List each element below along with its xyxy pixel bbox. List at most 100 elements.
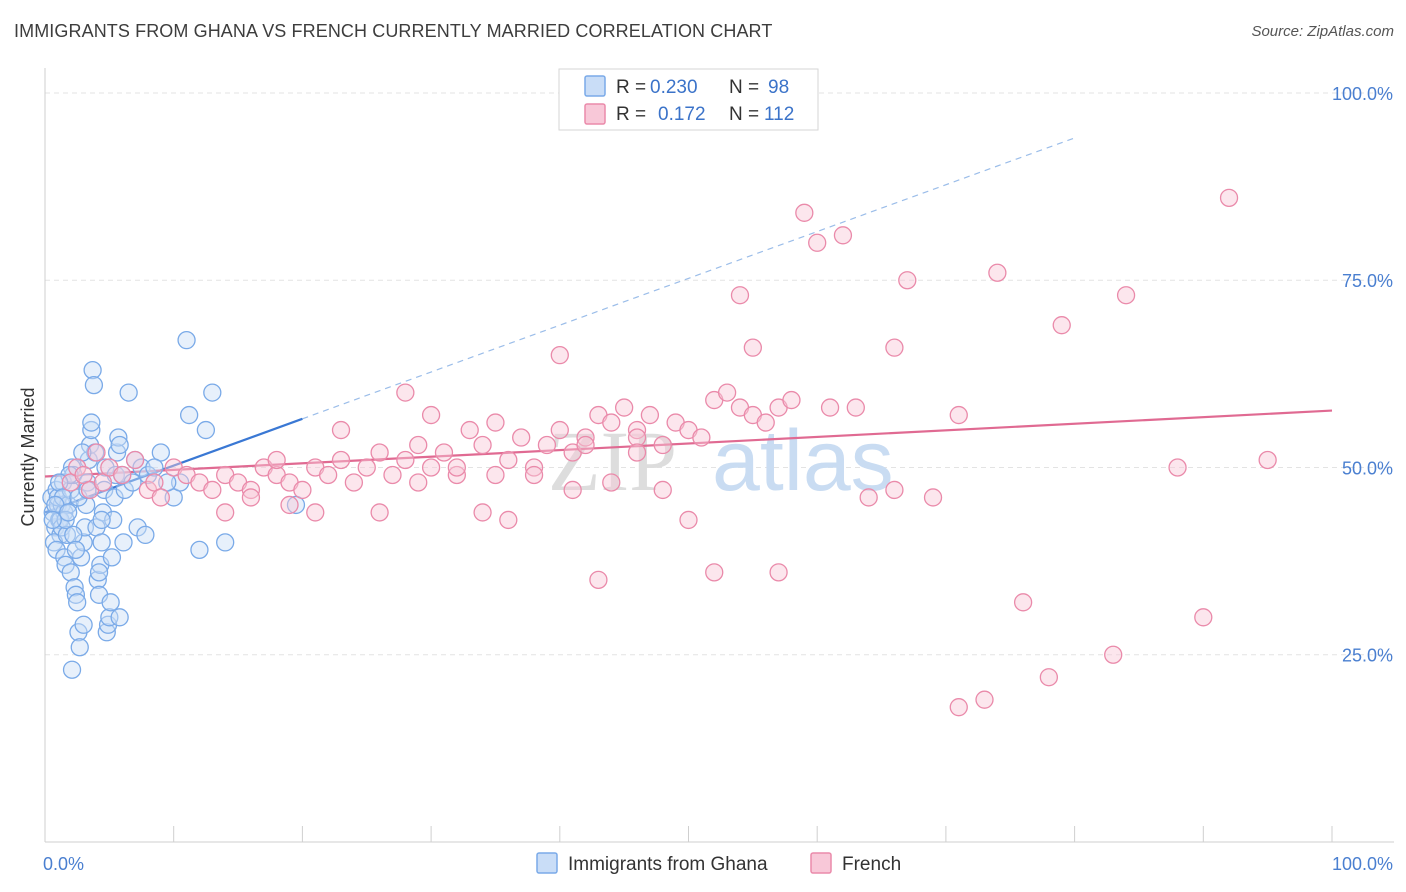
data-point [47,540,66,560]
trend-line-ghana-extended [302,137,1075,420]
data-point [370,503,389,522]
trend-line-french [44,409,1333,478]
data-point [293,480,312,500]
data-point [93,503,113,522]
data-point [859,488,878,507]
data-point [84,375,104,395]
y-tick-label-0: 25.0% [1342,646,1393,666]
data-point [473,503,492,522]
data-point [692,428,711,447]
legend-label-french[interactable]: French [842,854,901,875]
data-point [96,458,115,477]
data-point [60,465,79,485]
data-point [1052,316,1071,335]
x-tick-label-0: 0.0% [43,854,84,874]
data-point [66,585,86,604]
data-point [100,608,119,627]
data-point [331,420,351,440]
stats-r-value-ghana: 0.230 [650,77,698,98]
data-point [460,420,479,440]
data-point [102,548,122,567]
data-point [743,338,762,357]
data-point [267,450,286,470]
data-point [331,450,351,470]
data-point [115,480,134,500]
data-point [92,510,111,530]
data-point [949,698,968,717]
data-point [82,413,101,432]
data-point [499,510,518,530]
data-point [87,443,106,462]
x-tick-labels: 0.0% 100.0% [43,854,1393,874]
data-point [396,450,415,470]
data-point [179,405,199,425]
data-point [59,503,78,522]
series-french [61,188,1277,717]
data-point [602,473,621,492]
data-point [769,563,788,582]
series-legend: Immigrants from Ghana French [536,852,901,875]
data-point [949,405,968,425]
y-tick-labels: 25.0% 50.0% 75.0% 100.0% [1332,84,1393,666]
data-point [136,525,155,545]
data-point [421,458,441,477]
data-point [808,233,827,252]
stats-n-label-ghana: N = [729,77,759,98]
data-point [132,458,151,477]
data-point [216,503,235,522]
data-point [782,390,801,410]
data-point [846,398,865,417]
data-point [589,570,608,589]
data-point [57,525,77,545]
data-point [74,615,93,634]
data-point [885,480,904,500]
data-point [730,286,750,305]
data-point [396,383,415,402]
legend-label-ghana[interactable]: Immigrants from Ghana [568,854,768,875]
legend-swatch-french[interactable] [810,852,832,874]
data-point [318,465,338,485]
data-point [923,488,943,507]
y-tick-label-3: 100.0% [1332,84,1393,104]
data-point [550,345,569,365]
data-point [409,473,428,492]
data-point [576,435,595,455]
data-point [421,405,441,425]
stats-n-label-french: N = [729,104,759,125]
data-point [833,226,853,245]
data-point [88,570,107,589]
data-point [512,428,531,447]
data-point [524,465,544,485]
legend-swatch-ghana[interactable] [536,852,558,874]
stats-legend: R = 0.230 N = 98 R = 0.172 N = 112 [558,68,819,131]
data-point [537,435,557,455]
data-point [43,510,62,530]
data-point [627,420,647,440]
stats-r-label-ghana: R = [616,77,646,98]
data-point [110,435,129,455]
data-point [576,428,595,447]
stats-n-value-french: 112 [764,104,794,125]
x-tick-label-1: 100.0% [1332,854,1393,874]
data-point [203,480,222,500]
data-point [524,458,544,477]
data-point [344,473,364,492]
data-point [820,398,840,417]
data-point [357,458,376,477]
data-point [640,405,660,425]
y-axis-title: Currently Married [18,387,38,526]
data-point [1194,608,1213,627]
data-point [653,480,672,500]
data-point [83,360,102,380]
data-point [1039,668,1059,687]
data-point [145,458,164,477]
data-point [65,578,84,597]
watermark: ZIP atlas [548,413,894,509]
data-point [123,473,142,492]
data-point [653,435,672,455]
data-point [89,563,109,582]
data-point [105,488,124,507]
data-point [1116,286,1136,305]
data-point [627,428,647,447]
